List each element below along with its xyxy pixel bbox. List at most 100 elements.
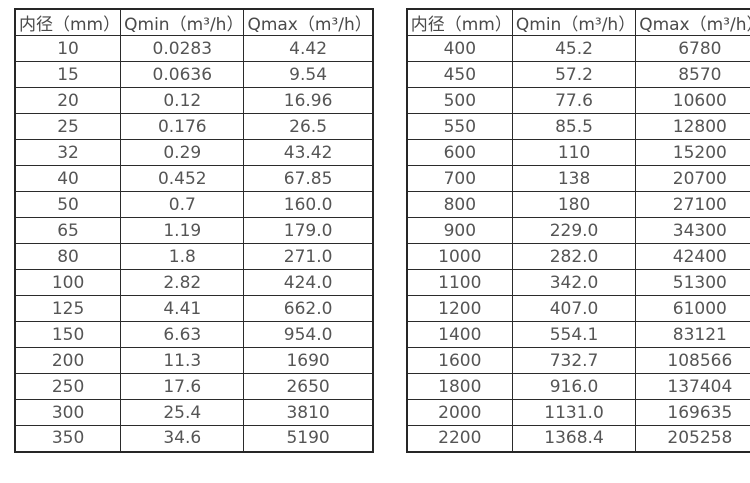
table-cell: 1400 bbox=[406, 321, 513, 348]
table-cell: 25.4 bbox=[120, 399, 245, 426]
table-cell: 0.452 bbox=[120, 165, 245, 192]
table-cell: 282.0 bbox=[511, 243, 637, 270]
table-cell: 5190 bbox=[243, 425, 374, 452]
table-cell: 900 bbox=[406, 217, 513, 244]
flow-table-large-diameters: 内径（mm） Qmin（m³/h） Qmax（m³/h） 40045.26780… bbox=[405, 8, 750, 453]
table-cell: 61000 bbox=[635, 295, 750, 322]
table-cell: 20700 bbox=[635, 165, 750, 192]
header-row: 内径（mm） Qmin（m³/h） Qmax（m³/h） bbox=[406, 8, 750, 36]
table-cell: 2.82 bbox=[120, 269, 245, 296]
table-cell: 500 bbox=[406, 87, 513, 114]
table-row: 80 1.8 271.0 bbox=[14, 243, 374, 270]
table-row: 550 85.5 12800 bbox=[406, 113, 750, 140]
table-cell: 85.5 bbox=[511, 113, 637, 140]
table-cell: 1800 bbox=[406, 373, 513, 400]
table-cell: 400 bbox=[406, 35, 513, 62]
table-row: 1000 282.0 42400 bbox=[406, 243, 750, 270]
table-row: 100 2.82 424.0 bbox=[14, 269, 374, 296]
table-cell: 100 bbox=[14, 269, 122, 296]
table-cell: 732.7 bbox=[511, 347, 637, 374]
table-cell: 1368.4 bbox=[511, 425, 637, 452]
table-cell: 600 bbox=[406, 139, 513, 166]
table-row: 1200 407.0 61000 bbox=[406, 295, 750, 322]
table-cell: 25 bbox=[14, 113, 122, 140]
table-cell: 1000 bbox=[406, 243, 513, 270]
table-cell: 1131.0 bbox=[511, 399, 637, 426]
table-row: 50 0.7 160.0 bbox=[14, 191, 374, 218]
table-row: 150 6.63 954.0 bbox=[14, 321, 374, 348]
table-cell: 6.63 bbox=[120, 321, 245, 348]
table-cell: 9.54 bbox=[243, 61, 374, 88]
table-row: 10 0.0283 4.42 bbox=[14, 35, 374, 62]
table-cell: 34.6 bbox=[120, 425, 245, 452]
table-cell: 0.176 bbox=[120, 113, 245, 140]
table-row: 1600 732.7 108566 bbox=[406, 347, 750, 374]
table-cell: 77.6 bbox=[511, 87, 637, 114]
table-cell: 10 bbox=[14, 35, 122, 62]
column-header-qmin: Qmin（m³/h） bbox=[120, 8, 245, 36]
table-cell: 554.1 bbox=[511, 321, 637, 348]
table-cell: 3810 bbox=[243, 399, 374, 426]
table-cell: 45.2 bbox=[511, 35, 637, 62]
table-row: 20 0.12 16.96 bbox=[14, 87, 374, 114]
table-cell: 138 bbox=[511, 165, 637, 192]
table-row: 1800 916.0 137404 bbox=[406, 373, 750, 400]
table-cell: 83121 bbox=[635, 321, 750, 348]
table-row: 600 110 15200 bbox=[406, 139, 750, 166]
table-cell: 15 bbox=[14, 61, 122, 88]
table-cell: 0.7 bbox=[120, 191, 245, 218]
table-cell: 57.2 bbox=[511, 61, 637, 88]
table-row: 25 0.176 26.5 bbox=[14, 113, 374, 140]
table-row: 1100 342.0 51300 bbox=[406, 269, 750, 296]
table-cell: 424.0 bbox=[243, 269, 374, 296]
table-cell: 20 bbox=[14, 87, 122, 114]
table-cell: 110 bbox=[511, 139, 637, 166]
table-cell: 1.19 bbox=[120, 217, 245, 244]
table-cell: 180 bbox=[511, 191, 637, 218]
table-cell: 43.42 bbox=[243, 139, 374, 166]
table-cell: 16.96 bbox=[243, 87, 374, 114]
table-row: 700 138 20700 bbox=[406, 165, 750, 192]
table-cell: 17.6 bbox=[120, 373, 245, 400]
table-cell: 1.8 bbox=[120, 243, 245, 270]
table-cell: 0.29 bbox=[120, 139, 245, 166]
column-header-qmax: Qmax（m³/h） bbox=[243, 8, 374, 36]
table-cell: 250 bbox=[14, 373, 122, 400]
table-cell: 0.12 bbox=[120, 87, 245, 114]
table-cell: 65 bbox=[14, 217, 122, 244]
column-header-inner-diameter: 内径（mm） bbox=[14, 8, 122, 36]
table-cell: 662.0 bbox=[243, 295, 374, 322]
table-cell: 169635 bbox=[635, 399, 750, 426]
table-row: 400 45.2 6780 bbox=[406, 35, 750, 62]
table-cell: 800 bbox=[406, 191, 513, 218]
table-row: 65 1.19 179.0 bbox=[14, 217, 374, 244]
table-cell: 150 bbox=[14, 321, 122, 348]
table-cell: 6780 bbox=[635, 35, 750, 62]
table-row: 250 17.6 2650 bbox=[14, 373, 374, 400]
table-cell: 4.42 bbox=[243, 35, 374, 62]
table-cell: 15200 bbox=[635, 139, 750, 166]
table-cell: 205258 bbox=[635, 425, 750, 452]
table-cell: 108566 bbox=[635, 347, 750, 374]
table-cell: 1690 bbox=[243, 347, 374, 374]
table-cell: 1200 bbox=[406, 295, 513, 322]
table-row: 300 25.4 3810 bbox=[14, 399, 374, 426]
table-cell: 1100 bbox=[406, 269, 513, 296]
table-cell: 27100 bbox=[635, 191, 750, 218]
table-cell: 51300 bbox=[635, 269, 750, 296]
table-cell: 407.0 bbox=[511, 295, 637, 322]
table-cell: 550 bbox=[406, 113, 513, 140]
table-row: 350 34.6 5190 bbox=[14, 425, 374, 452]
table-row: 40 0.452 67.85 bbox=[14, 165, 374, 192]
table-cell: 1600 bbox=[406, 347, 513, 374]
table-cell: 700 bbox=[406, 165, 513, 192]
table-cell: 40 bbox=[14, 165, 122, 192]
table-cell: 350 bbox=[14, 425, 122, 452]
table-cell: 300 bbox=[14, 399, 122, 426]
table-cell: 916.0 bbox=[511, 373, 637, 400]
table-row: 450 57.2 8570 bbox=[406, 61, 750, 88]
table-cell: 11.3 bbox=[120, 347, 245, 374]
table-row: 200 11.3 1690 bbox=[14, 347, 374, 374]
table-cell: 26.5 bbox=[243, 113, 374, 140]
table-cell: 160.0 bbox=[243, 191, 374, 218]
